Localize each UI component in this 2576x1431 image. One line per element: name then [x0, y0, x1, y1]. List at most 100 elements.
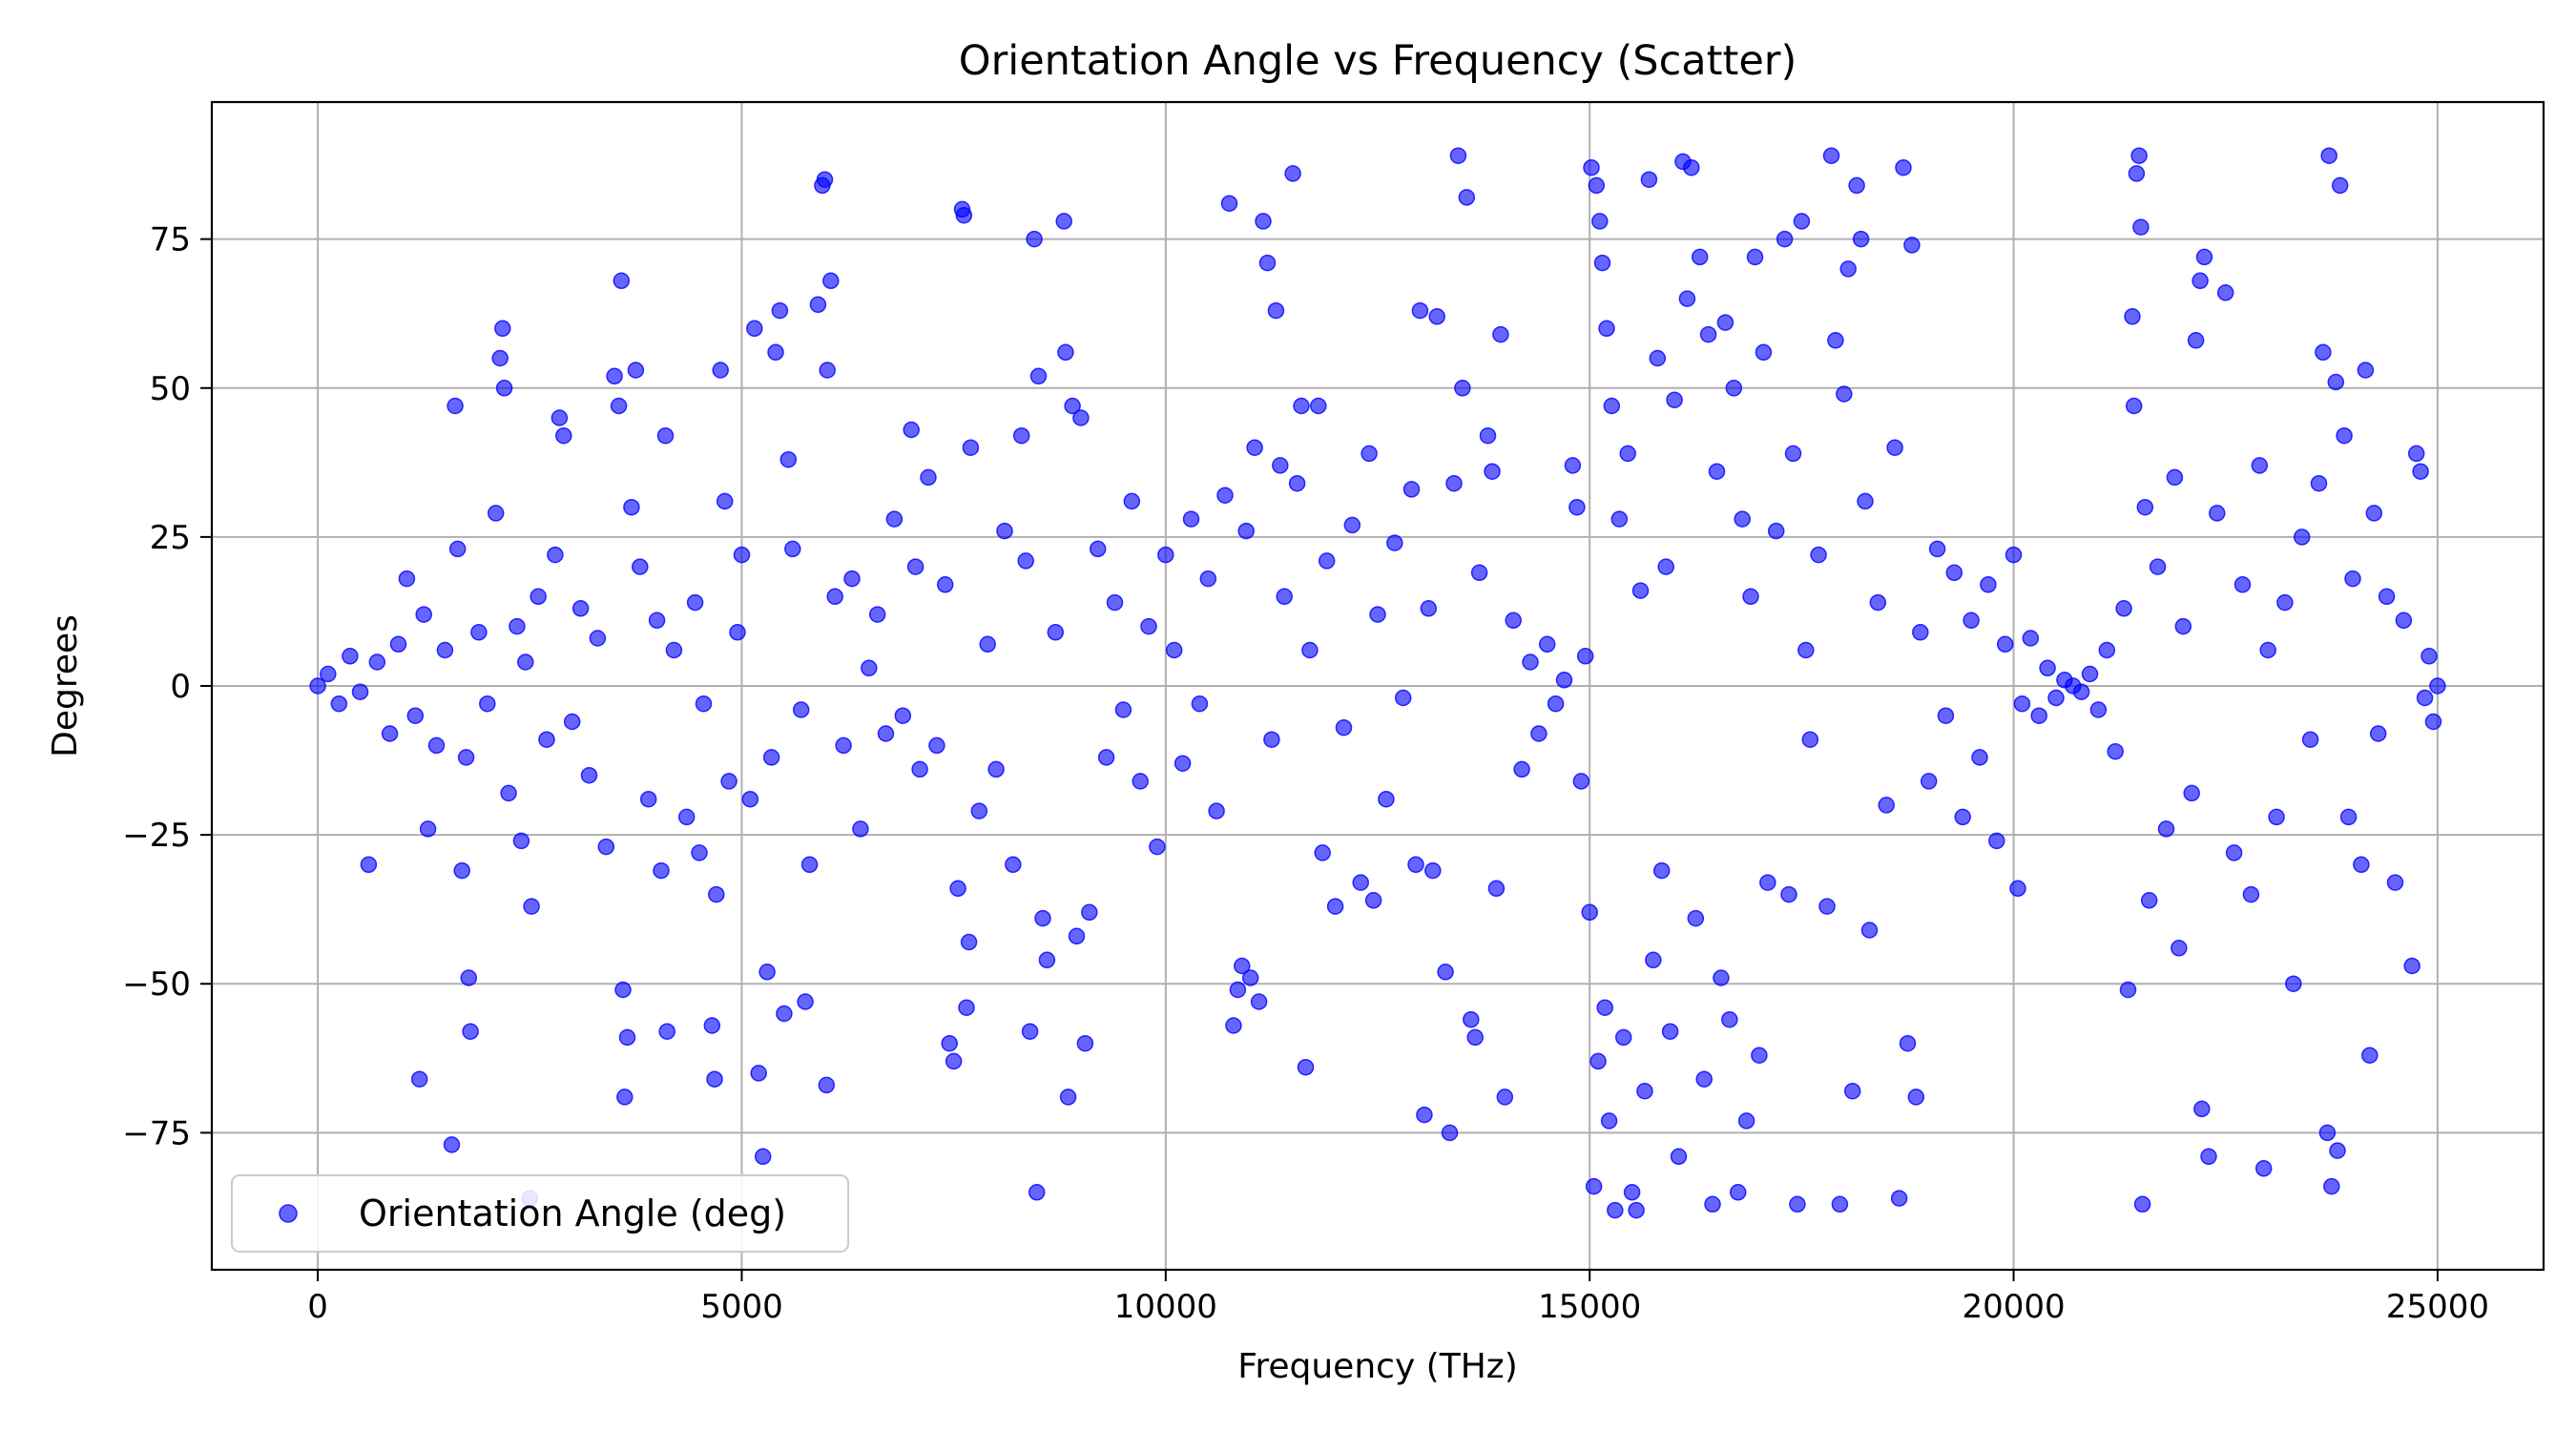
y-axis-label: Degrees [46, 614, 85, 757]
data-point [996, 522, 1013, 540]
data-point [1047, 624, 1065, 641]
data-point [2429, 677, 2446, 695]
data-point [1250, 993, 1268, 1010]
data-point [708, 885, 725, 903]
data-point [1776, 230, 1794, 248]
data-point [1097, 749, 1115, 766]
data-point [1293, 397, 1310, 415]
data-point [2192, 272, 2209, 290]
data-point [1114, 701, 1132, 718]
data-point [2140, 892, 2158, 909]
data-point [1496, 1089, 1514, 1106]
data-point [1755, 343, 1773, 362]
data-point [1713, 969, 1730, 986]
data-point [1890, 1190, 1908, 1207]
data-point [2339, 808, 2358, 826]
data-point [1751, 1047, 1768, 1064]
data-point [979, 635, 996, 653]
data-point [1076, 1034, 1094, 1052]
data-point [729, 624, 746, 641]
data-point [1314, 844, 1331, 861]
data-point [712, 362, 729, 379]
data-point [1598, 320, 1615, 338]
data-point [368, 653, 386, 671]
y-tick-label: −25 [122, 817, 191, 855]
data-point [1937, 707, 1955, 724]
data-point [1759, 874, 1776, 891]
data-point [1288, 474, 1306, 492]
data-point [1407, 856, 1424, 874]
data-point [1784, 445, 1802, 463]
data-point [1276, 588, 1293, 606]
data-point [2369, 725, 2387, 742]
data-point [733, 546, 751, 564]
data-point [1704, 1195, 1721, 1213]
data-point [2293, 529, 2311, 546]
data-point [517, 653, 534, 671]
data-point [1746, 248, 1764, 266]
data-point [706, 1070, 723, 1088]
data-point [1945, 564, 1963, 582]
data-point [716, 492, 734, 510]
data-point [639, 790, 657, 808]
data-point [1852, 230, 1870, 248]
data-point [2365, 505, 2383, 522]
data-point [1310, 397, 1327, 415]
data-point [1822, 147, 1840, 164]
data-point [1258, 254, 1277, 272]
data-point [1191, 695, 1209, 713]
data-point [2072, 683, 2090, 700]
data-point [1064, 397, 1081, 415]
data-point [453, 861, 470, 880]
data-point [1149, 838, 1166, 856]
data-point [1220, 195, 1238, 212]
data-point [419, 820, 437, 838]
data-point [1912, 624, 1929, 641]
data-point [1895, 158, 1912, 176]
data-point [970, 802, 988, 819]
data-point [1614, 1028, 1632, 1047]
data-point [2030, 707, 2047, 724]
data-point [2149, 558, 2167, 575]
data-point [1636, 1082, 1653, 1100]
legend-marker [279, 1204, 298, 1223]
data-point [1267, 301, 1285, 320]
data-point [571, 600, 590, 617]
data-point [1263, 731, 1280, 748]
y-tick-label: −75 [122, 1114, 191, 1152]
data-point [627, 362, 645, 379]
data-point [1737, 1112, 1755, 1130]
legend-box [231, 1174, 849, 1253]
data-point [1645, 951, 1662, 969]
data-point [406, 707, 425, 724]
data-point [1954, 808, 1971, 826]
data-point [462, 1023, 479, 1040]
data-point [885, 510, 904, 528]
data-point [809, 296, 827, 314]
data-point [415, 606, 432, 623]
data-point [555, 426, 572, 445]
data-point [360, 856, 378, 874]
data-point [1072, 409, 1090, 426]
x-tick-label: 25000 [2386, 1288, 2489, 1326]
data-point [852, 820, 869, 838]
data-point [1428, 308, 1445, 325]
data-point [1055, 213, 1072, 230]
data-point [1364, 892, 1382, 909]
data-point [1886, 439, 1903, 456]
data-point [818, 1076, 836, 1094]
data-point [665, 641, 683, 659]
data-point [1454, 380, 1471, 397]
data-point [955, 206, 973, 224]
data-point [2009, 880, 2026, 898]
data-point [398, 570, 416, 588]
data-point [1610, 510, 1629, 528]
data-point [1789, 1195, 1806, 1213]
data-point [958, 999, 975, 1016]
data-point [2174, 617, 2192, 635]
data-point [1513, 760, 1530, 778]
data-point [2130, 147, 2148, 164]
data-point [1255, 213, 1272, 230]
data-point [2327, 373, 2345, 391]
